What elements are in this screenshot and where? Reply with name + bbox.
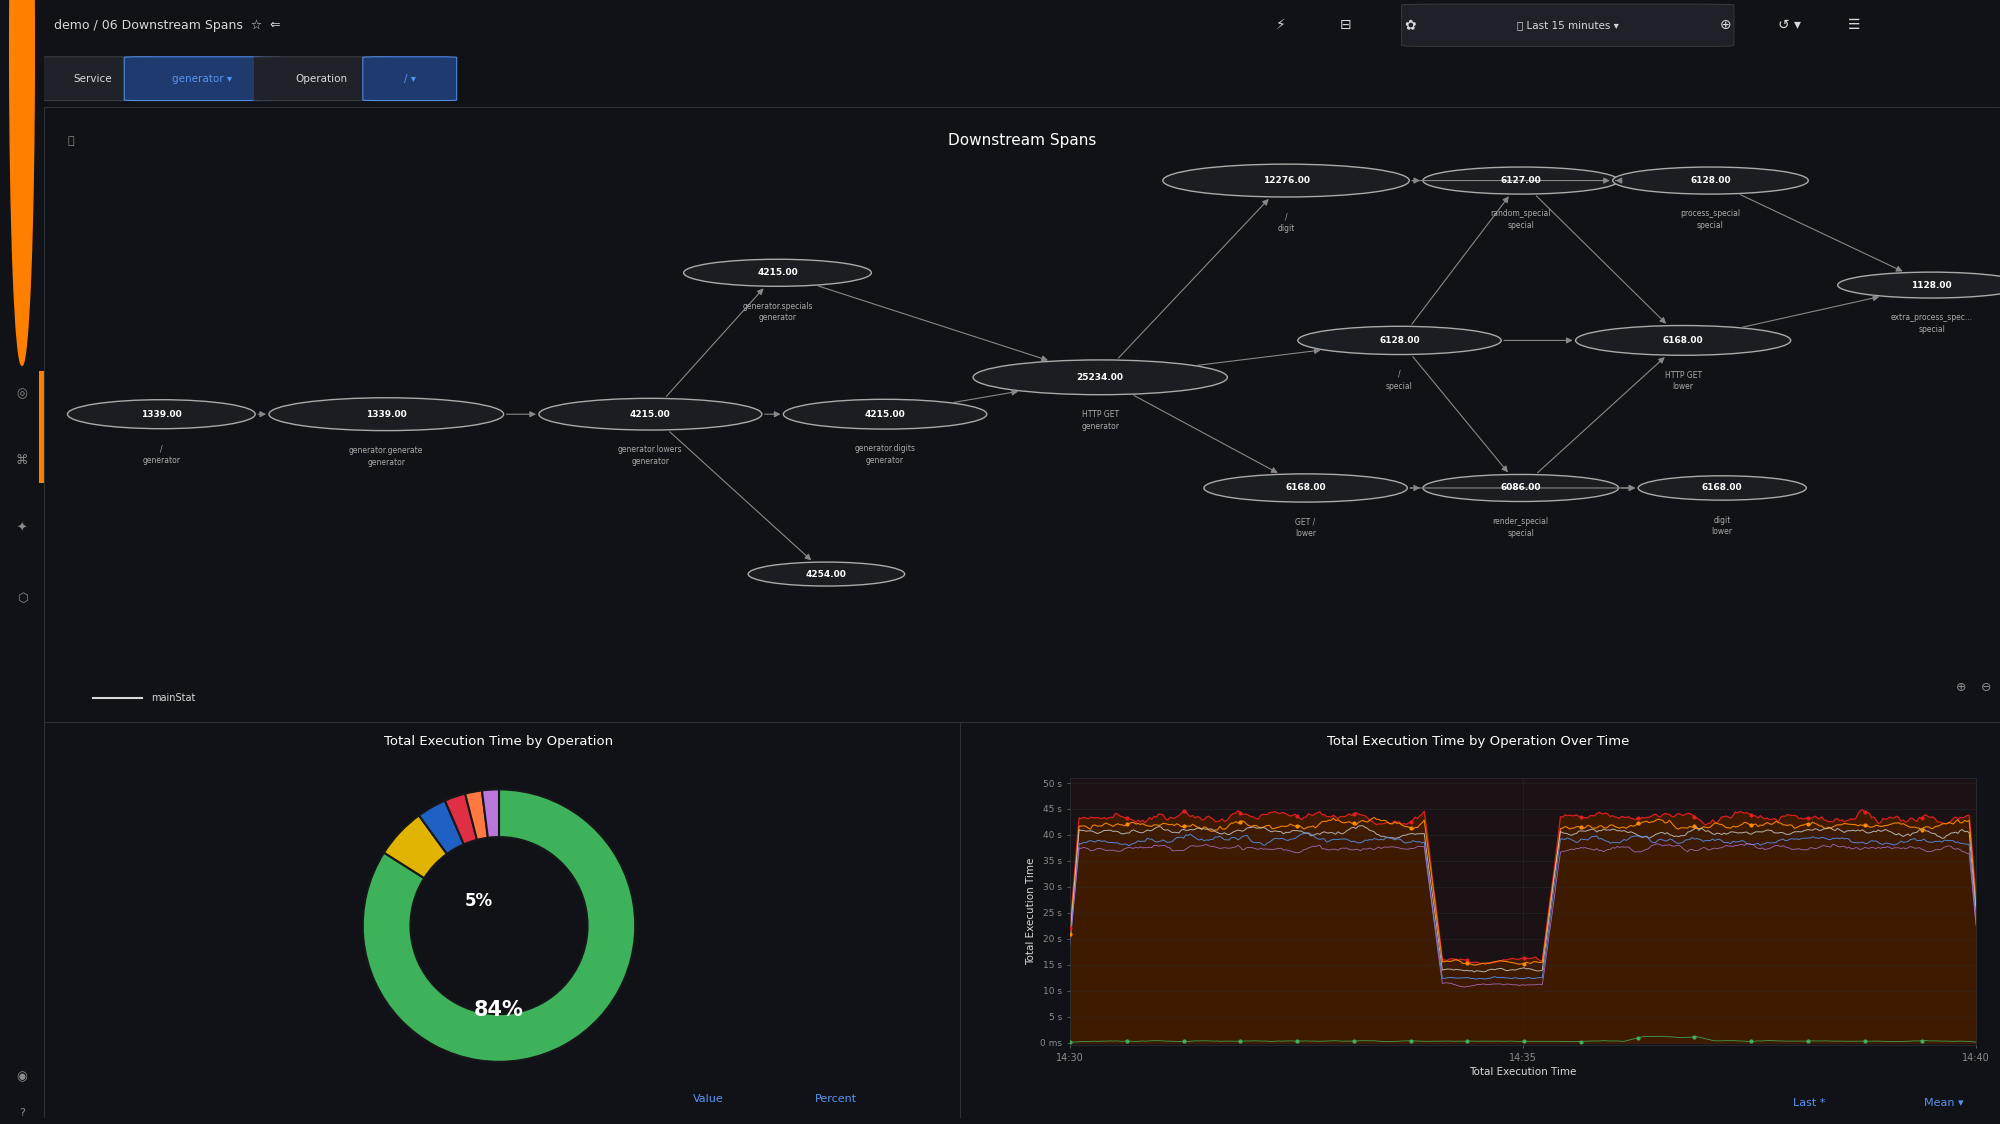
Text: 6168.00: 6168.00 bbox=[1286, 483, 1326, 492]
Ellipse shape bbox=[538, 398, 762, 430]
Wedge shape bbox=[466, 790, 488, 840]
Text: ⓘ: ⓘ bbox=[68, 136, 74, 146]
Wedge shape bbox=[384, 815, 446, 878]
Text: Downstream Spans: Downstream Spans bbox=[948, 133, 1096, 148]
Ellipse shape bbox=[1162, 164, 1410, 197]
Text: ⊕: ⊕ bbox=[1720, 18, 1730, 33]
Text: 4215.00: 4215.00 bbox=[758, 269, 798, 278]
Text: extra_process_spec...
special: extra_process_spec... special bbox=[1890, 314, 1972, 334]
Text: render_special
special: render_special special bbox=[1492, 517, 1548, 537]
Wedge shape bbox=[362, 789, 636, 1062]
Text: 1128.00: 1128.00 bbox=[1912, 281, 1952, 290]
Text: ⬡: ⬡ bbox=[16, 591, 28, 605]
Ellipse shape bbox=[684, 260, 872, 287]
Ellipse shape bbox=[1576, 326, 1790, 355]
Text: digit
lower: digit lower bbox=[1712, 516, 1732, 536]
Text: ↺ ▾: ↺ ▾ bbox=[1778, 18, 1802, 33]
Text: mainStat: mainStat bbox=[152, 694, 196, 704]
Text: Mean ▾: Mean ▾ bbox=[1924, 1098, 1964, 1108]
Text: generator.digits
generator: generator.digits generator bbox=[854, 444, 916, 465]
Text: HTTP GET
generator: HTTP GET generator bbox=[1082, 410, 1120, 430]
Text: ⊖: ⊖ bbox=[1982, 681, 1992, 695]
Text: ⏱ Last 15 minutes ▾: ⏱ Last 15 minutes ▾ bbox=[1516, 20, 1618, 30]
Text: generator.specials
generator: generator.specials generator bbox=[742, 301, 812, 323]
Text: 6128.00: 6128.00 bbox=[1380, 336, 1420, 345]
Text: generator ▾: generator ▾ bbox=[172, 74, 232, 83]
Text: 4254.00: 4254.00 bbox=[806, 570, 846, 579]
Ellipse shape bbox=[1422, 474, 1618, 501]
Text: HTTP GET
lower: HTTP GET lower bbox=[1664, 371, 1702, 391]
Text: Operation: Operation bbox=[296, 74, 348, 83]
Text: 84%: 84% bbox=[474, 1000, 524, 1021]
Text: ⊞: ⊞ bbox=[16, 314, 28, 327]
Wedge shape bbox=[418, 800, 464, 854]
Ellipse shape bbox=[268, 398, 504, 430]
Text: /
special: / special bbox=[1386, 370, 1412, 391]
Wedge shape bbox=[482, 789, 500, 837]
Ellipse shape bbox=[68, 400, 256, 428]
Text: /
generator: / generator bbox=[142, 444, 180, 465]
Text: GET /
lower: GET / lower bbox=[1296, 517, 1316, 538]
Text: random_special
special: random_special special bbox=[1490, 209, 1552, 230]
Text: ◎: ◎ bbox=[16, 387, 28, 400]
Text: 6128.00: 6128.00 bbox=[1690, 176, 1730, 185]
Ellipse shape bbox=[1638, 475, 1806, 500]
Text: / ▾: / ▾ bbox=[404, 74, 416, 83]
Text: 25234.00: 25234.00 bbox=[1076, 373, 1124, 382]
Text: 12276.00: 12276.00 bbox=[1262, 176, 1310, 185]
FancyBboxPatch shape bbox=[34, 56, 152, 101]
Text: ⚡: ⚡ bbox=[1276, 18, 1286, 33]
Text: 6086.00: 6086.00 bbox=[1500, 483, 1542, 492]
Text: ✿: ✿ bbox=[1404, 18, 1416, 33]
FancyBboxPatch shape bbox=[362, 56, 456, 101]
Text: ✦: ✦ bbox=[16, 522, 28, 535]
Text: generator.generate
generator: generator.generate generator bbox=[350, 446, 424, 466]
Text: ⌘: ⌘ bbox=[16, 454, 28, 468]
Text: process_special
special: process_special special bbox=[1680, 209, 1740, 230]
Text: ☰: ☰ bbox=[1848, 18, 1860, 33]
Text: 4215.00: 4215.00 bbox=[630, 409, 670, 419]
Text: generator.lowers
generator: generator.lowers generator bbox=[618, 445, 682, 466]
Text: Total Execution Time by Operation Over Time: Total Execution Time by Operation Over T… bbox=[1326, 735, 1630, 749]
Text: ⊙: ⊙ bbox=[16, 156, 28, 170]
Ellipse shape bbox=[1838, 272, 2000, 298]
Text: /
digit: / digit bbox=[1278, 212, 1294, 233]
Ellipse shape bbox=[748, 562, 904, 586]
Text: ◉: ◉ bbox=[16, 1070, 28, 1084]
Text: Service: Service bbox=[74, 74, 112, 83]
FancyBboxPatch shape bbox=[1402, 4, 1734, 46]
Text: ?: ? bbox=[20, 1108, 24, 1117]
Text: 1339.00: 1339.00 bbox=[366, 409, 406, 419]
FancyBboxPatch shape bbox=[38, 371, 44, 483]
Text: ⊕: ⊕ bbox=[1956, 681, 1966, 695]
Text: ⊟: ⊟ bbox=[1340, 18, 1352, 33]
Ellipse shape bbox=[1612, 167, 1808, 194]
Y-axis label: Total Execution Time: Total Execution Time bbox=[1026, 858, 1036, 966]
Text: Last *: Last * bbox=[1794, 1098, 1826, 1108]
Text: Value: Value bbox=[692, 1095, 724, 1105]
Ellipse shape bbox=[1298, 326, 1502, 354]
FancyBboxPatch shape bbox=[254, 56, 390, 101]
Text: 1339.00: 1339.00 bbox=[140, 409, 182, 419]
Ellipse shape bbox=[1204, 474, 1408, 502]
X-axis label: Total Execution Time: Total Execution Time bbox=[1470, 1067, 1576, 1077]
Ellipse shape bbox=[974, 360, 1228, 395]
Ellipse shape bbox=[784, 399, 986, 429]
Text: 6168.00: 6168.00 bbox=[1702, 483, 1742, 492]
Text: 6168.00: 6168.00 bbox=[1662, 336, 1704, 345]
Wedge shape bbox=[444, 794, 476, 844]
Text: 5%: 5% bbox=[464, 892, 492, 910]
Text: 6127.00: 6127.00 bbox=[1500, 176, 1542, 185]
Text: demo / 06 Downstream Spans  ☆  ⇐: demo / 06 Downstream Spans ☆ ⇐ bbox=[54, 19, 280, 31]
Circle shape bbox=[10, 0, 34, 365]
FancyBboxPatch shape bbox=[124, 56, 280, 101]
Text: Total Execution Time by Operation: Total Execution Time by Operation bbox=[384, 735, 614, 749]
Text: +: + bbox=[16, 224, 28, 237]
Ellipse shape bbox=[1422, 167, 1618, 194]
Text: Percent: Percent bbox=[814, 1095, 856, 1105]
Text: 4215.00: 4215.00 bbox=[864, 409, 906, 419]
